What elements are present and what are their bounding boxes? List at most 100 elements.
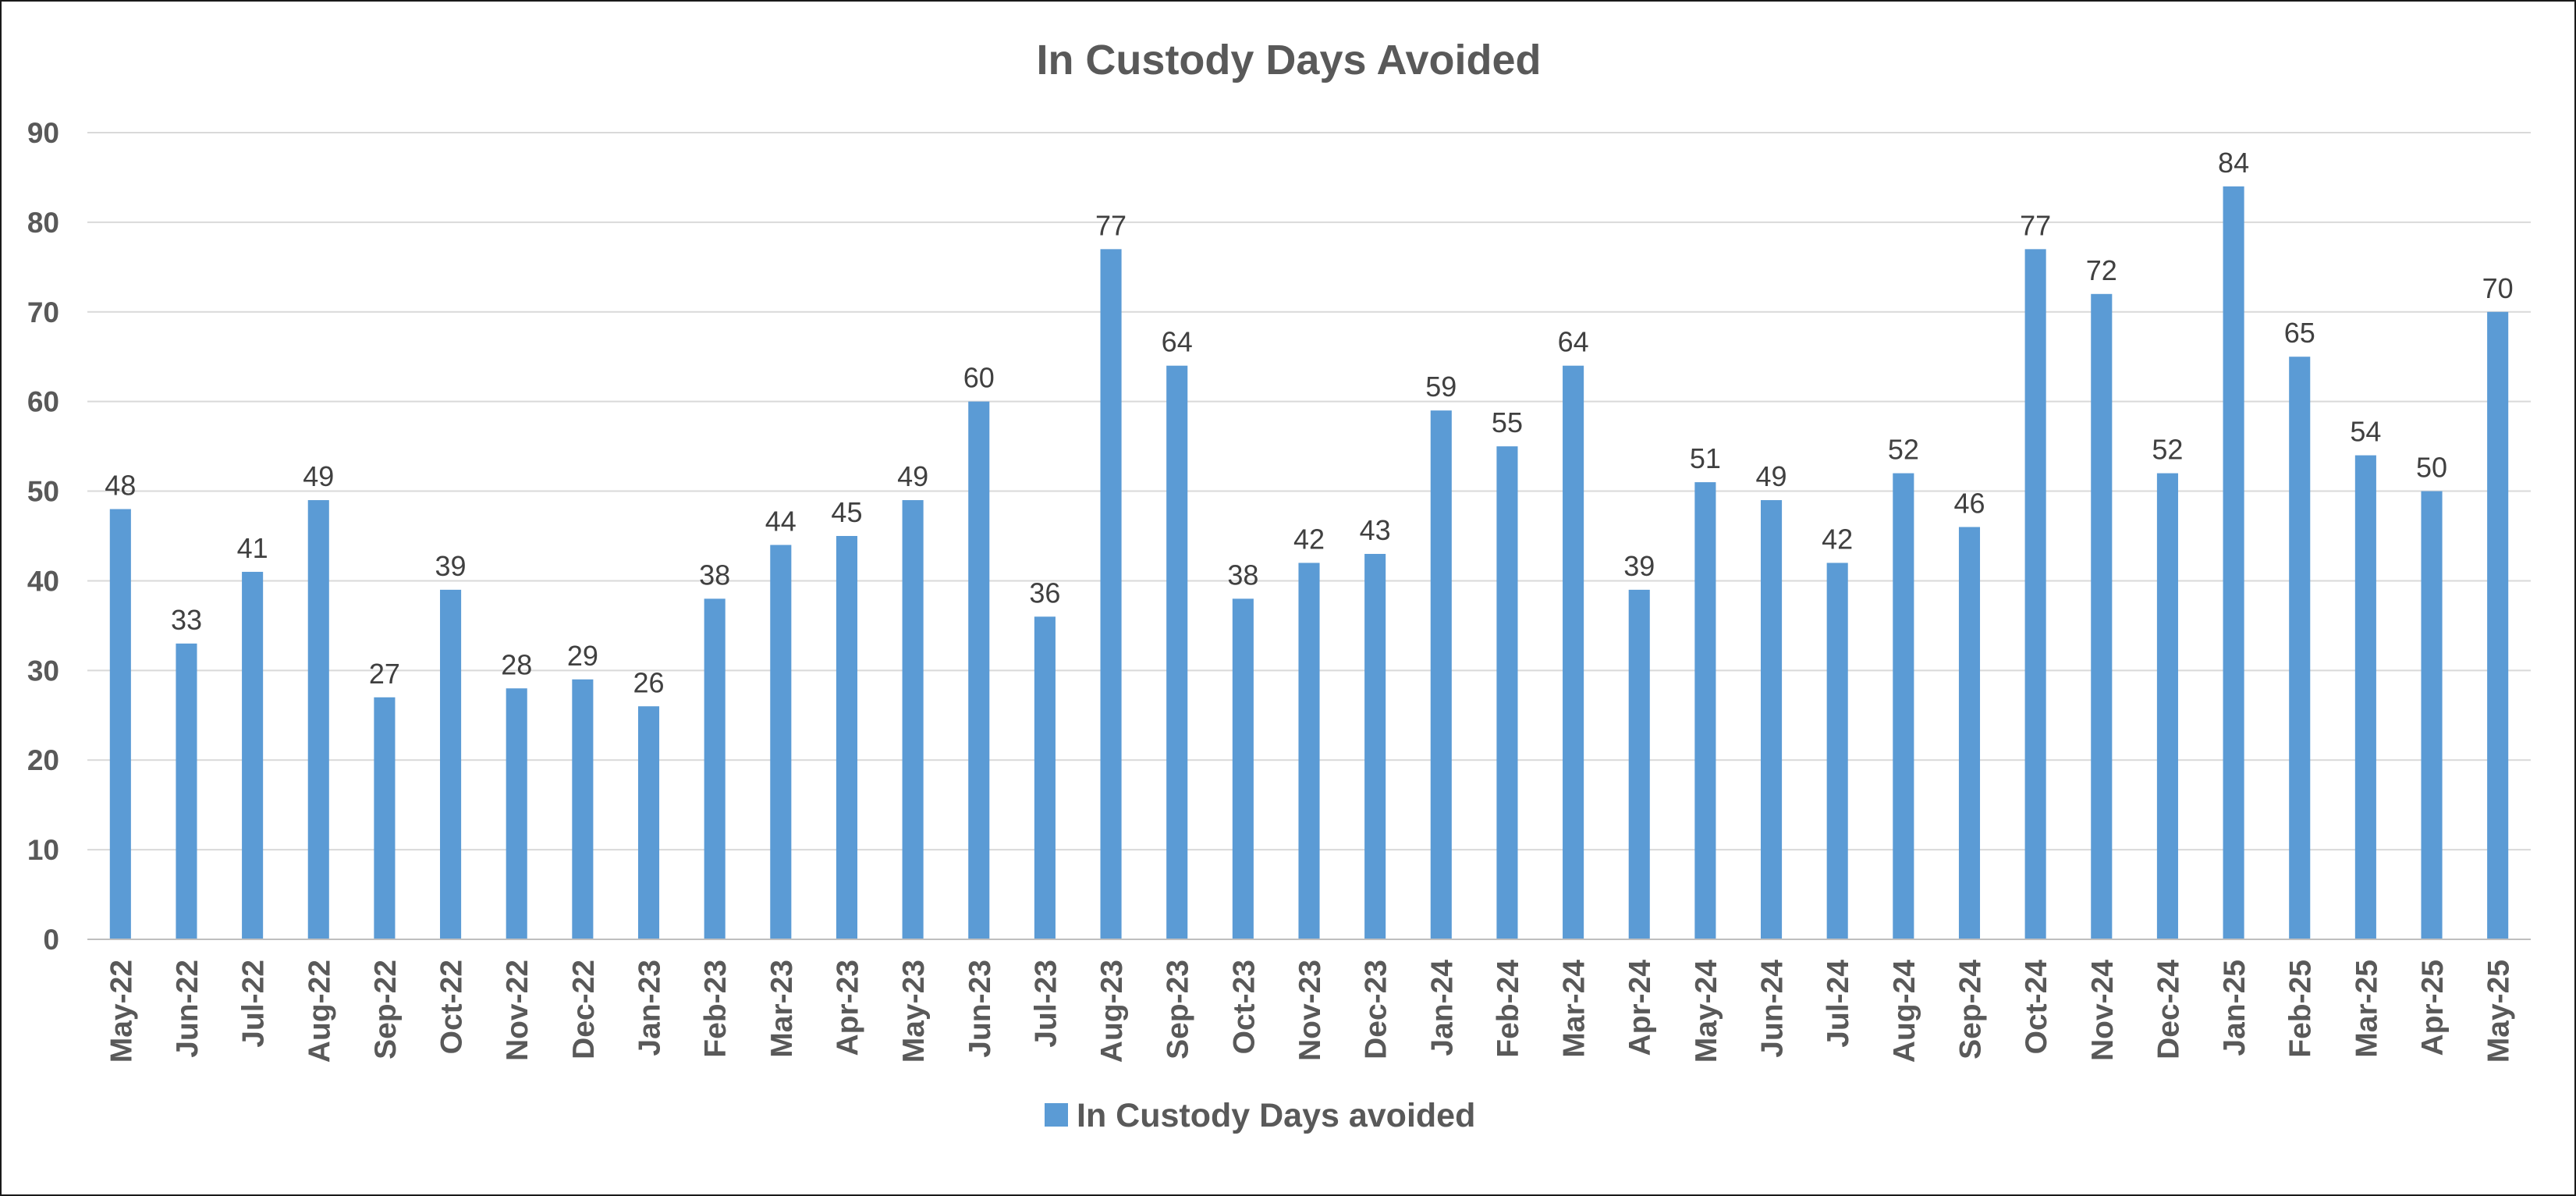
x-tick-label: Oct-23 [1227, 960, 1261, 1054]
y-tick-label: 10 [27, 834, 59, 866]
bar [307, 500, 329, 939]
bar [1430, 410, 1452, 939]
x-tick-label: May-22 [105, 960, 138, 1063]
bar [2289, 357, 2311, 939]
x-tick-label: Oct-22 [435, 960, 469, 1054]
data-label: 27 [369, 658, 400, 690]
bar [440, 589, 462, 939]
x-tick-label: Sep-22 [369, 960, 403, 1059]
x-tick-label: Dec-22 [567, 960, 601, 1059]
chart-title: In Custody Days Avoided [1036, 37, 1541, 83]
y-tick-label: 20 [27, 744, 59, 776]
y-tick-label: 60 [27, 386, 59, 418]
data-label: 42 [1293, 523, 1325, 555]
legend: In Custody Days avoided [1045, 1097, 1475, 1134]
data-label: 70 [2482, 272, 2514, 304]
bar [704, 598, 726, 939]
x-tick-label: Nov-24 [2086, 960, 2120, 1061]
x-tick-label: Dec-23 [1360, 960, 1393, 1059]
y-tick-label: 80 [27, 207, 59, 239]
x-tick-label: May-24 [1690, 960, 1723, 1063]
x-tick-label: Mar-23 [765, 960, 799, 1058]
x-tick-label: Jan-25 [2218, 960, 2251, 1056]
data-labels: 48 33 41 49 27 39 28 29 26 38 44 45 49 60 36 77 64 38 42 43… [105, 147, 2513, 698]
bar [1563, 365, 1584, 939]
bar [1628, 589, 1650, 939]
x-tick-label: Sep-23 [1162, 960, 1195, 1059]
x-tick-label: Nov-22 [501, 960, 534, 1061]
bar [2024, 249, 2046, 939]
bars [109, 186, 2509, 939]
data-label: 52 [2152, 434, 2183, 466]
data-label: 48 [105, 470, 136, 502]
bar [1893, 473, 1914, 939]
data-label: 38 [1227, 559, 1258, 591]
x-tick-label: Nov-23 [1293, 960, 1327, 1061]
x-tick-label: Aug-23 [1095, 960, 1129, 1063]
x-tick-label: Jul-23 [1029, 960, 1063, 1048]
data-label: 39 [1623, 550, 1655, 582]
data-label: 26 [633, 666, 664, 698]
data-label: 51 [1690, 442, 1721, 474]
data-label: 42 [1822, 523, 1853, 555]
x-axis-ticks: May-22 Jun-22 Jul-22 Aug-22 Sep-22 Oct-22 Nov-… [105, 960, 2515, 1063]
bar [1364, 553, 1386, 939]
data-label: 77 [1095, 209, 1127, 241]
data-label: 84 [2218, 147, 2249, 179]
x-tick-label: Mar-25 [2350, 960, 2383, 1058]
data-label: 38 [699, 559, 730, 591]
data-label: 49 [897, 460, 928, 492]
x-tick-label: Oct-24 [2020, 960, 2053, 1055]
bar [242, 571, 264, 939]
bar [176, 643, 197, 939]
data-label: 50 [2416, 452, 2447, 484]
data-label: 65 [2284, 317, 2315, 349]
bar [109, 509, 131, 939]
data-label: 33 [171, 604, 202, 636]
bar [2091, 293, 2113, 939]
bar [2354, 455, 2376, 939]
x-tick-label: Feb-24 [1492, 960, 1525, 1058]
data-label: 41 [237, 532, 268, 564]
bar [1958, 527, 1981, 939]
x-tick-label: Dec-24 [2152, 960, 2185, 1059]
bar [1826, 563, 1848, 939]
data-label: 36 [1029, 577, 1060, 609]
x-tick-label: Jan-24 [1425, 960, 1459, 1056]
data-label: 45 [831, 496, 862, 528]
x-tick-label: Feb-23 [699, 960, 733, 1058]
data-label: 54 [2350, 416, 2381, 448]
data-label: 29 [567, 640, 598, 672]
bar [770, 545, 792, 939]
data-label: 46 [1953, 488, 1985, 520]
bar [1100, 249, 1122, 939]
x-tick-label: Jun-22 [171, 960, 204, 1058]
y-tick-label: 30 [27, 655, 59, 687]
data-label: 49 [1756, 460, 1787, 492]
bar [572, 679, 594, 939]
bar [374, 697, 396, 939]
bar [506, 688, 527, 939]
gridlines [87, 132, 2531, 851]
x-tick-label: Aug-22 [303, 960, 336, 1063]
x-tick-label: Mar-24 [1558, 960, 1591, 1058]
x-tick-label: Jan-23 [633, 960, 667, 1056]
bar [836, 536, 858, 939]
data-label: 77 [2020, 209, 2051, 241]
data-label: 72 [2086, 254, 2117, 286]
y-tick-label: 40 [27, 565, 59, 597]
bar [968, 401, 990, 939]
bar [637, 706, 660, 939]
x-tick-label: Aug-24 [1888, 960, 1921, 1063]
y-tick-label: 50 [27, 476, 59, 508]
bar [1034, 616, 1056, 939]
data-label: 64 [1558, 326, 1589, 358]
legend-swatch [1045, 1103, 1068, 1127]
x-tick-label: May-25 [2482, 960, 2516, 1063]
data-label: 60 [963, 362, 995, 394]
data-label: 39 [435, 550, 467, 582]
data-label: 59 [1425, 371, 1457, 403]
bar [902, 500, 924, 939]
x-tick-label: Apr-24 [1623, 960, 1657, 1056]
